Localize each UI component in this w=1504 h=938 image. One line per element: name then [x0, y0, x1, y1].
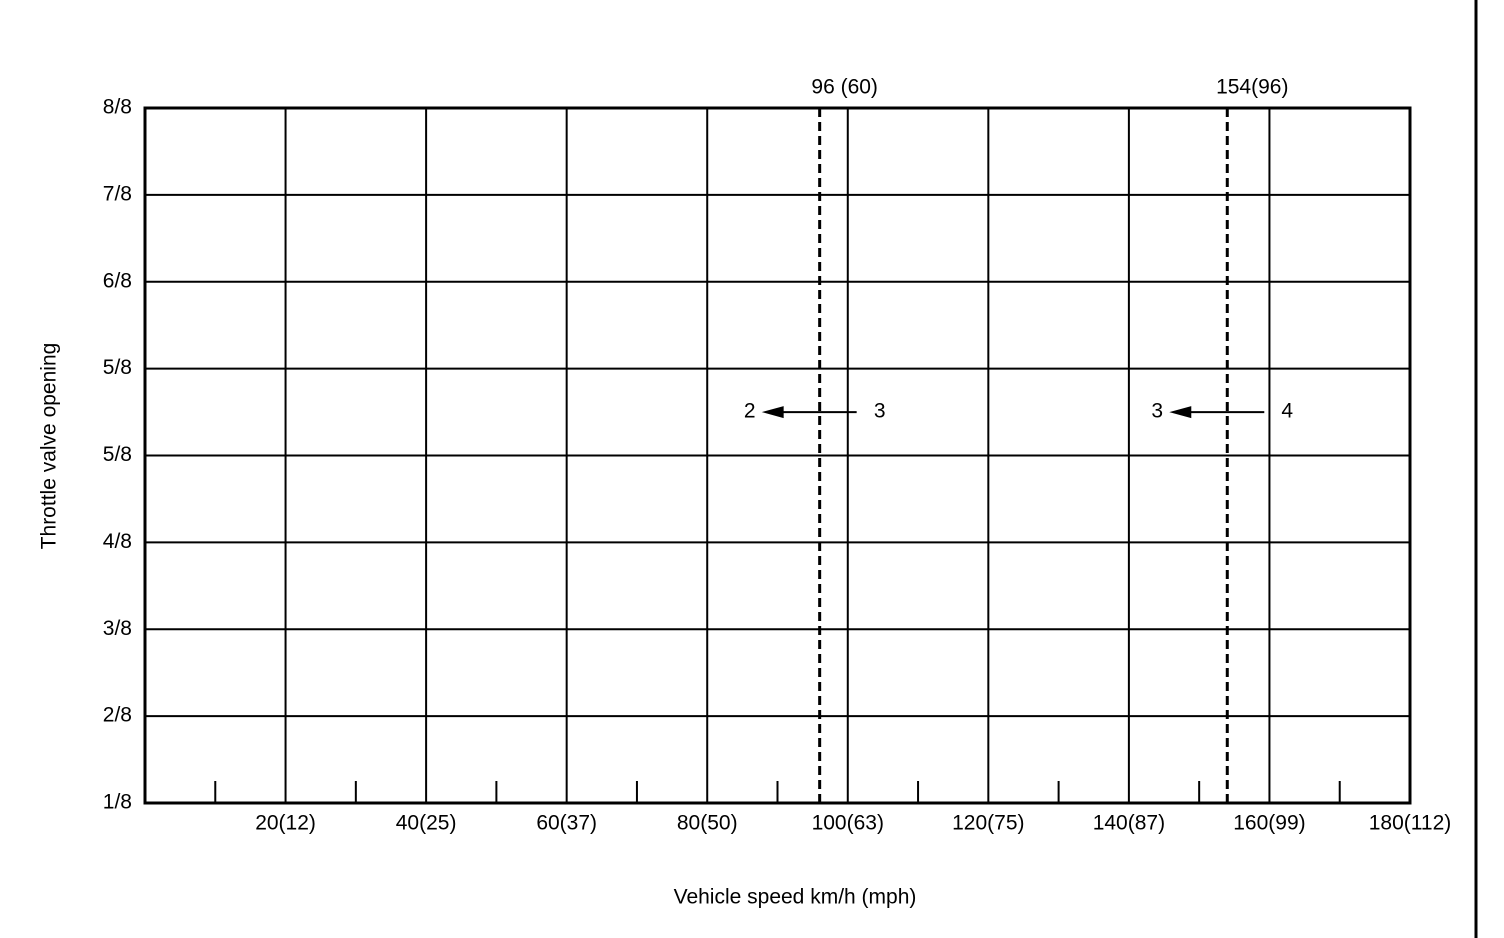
x-tick-label: 20(12)	[255, 812, 316, 835]
arrow-head	[761, 406, 784, 419]
plot-frame	[143, 106, 1412, 805]
x-tick-label: 160(99)	[1233, 812, 1305, 835]
y-axis-label: Throttle valve opening	[38, 343, 61, 550]
y-tick-label: 5/8	[103, 443, 132, 466]
x-tick-label: 40(25)	[396, 812, 457, 835]
y-tick-label: 2/8	[103, 704, 132, 727]
x-tick-label: 80(50)	[677, 812, 738, 835]
x-tick-label: 140(87)	[1093, 812, 1165, 835]
x-tick-label: 180(112)	[1369, 812, 1452, 835]
y-tick-label: 1/8	[103, 791, 132, 814]
shift-label: 96 (60)	[811, 76, 878, 99]
y-tick-label: 4/8	[103, 530, 132, 553]
x-tick-label: 120(75)	[952, 812, 1024, 835]
y-tick-label: 5/8	[103, 356, 132, 379]
x-tick-label: 100(63)	[812, 812, 884, 835]
shift-to: 2	[744, 400, 756, 423]
x-tick-label: 60(37)	[536, 812, 597, 835]
y-tick-label: 8/8	[103, 96, 132, 119]
y-tick-label: 3/8	[103, 617, 132, 640]
shift-from: 4	[1281, 400, 1293, 423]
shift-label: 154(96)	[1216, 76, 1288, 99]
y-tick-label: 7/8	[103, 182, 132, 205]
shift-from: 3	[874, 400, 886, 423]
y-tick-label: 6/8	[103, 269, 132, 292]
shift-to: 3	[1151, 400, 1163, 423]
arrow-head	[1169, 406, 1192, 419]
x-axis-label: Vehicle speed km/h (mph)	[674, 886, 917, 909]
